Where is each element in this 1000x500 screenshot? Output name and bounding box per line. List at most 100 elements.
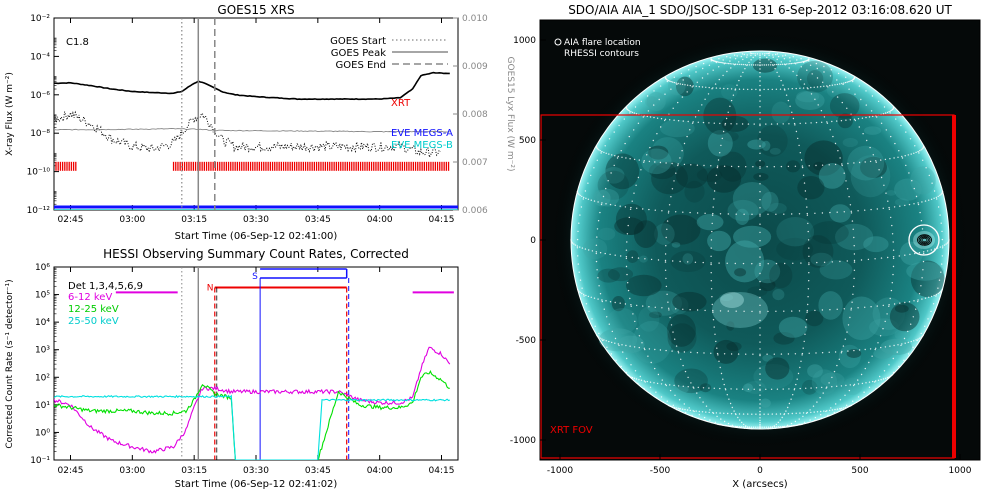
sun-grid-dot — [759, 426, 761, 429]
sun-texture-blob — [721, 115, 749, 132]
sun-texture-blob — [607, 308, 638, 334]
sun-grid-dot — [611, 330, 613, 333]
sun-grid-dot — [901, 157, 904, 159]
sun-grid-dot — [626, 357, 628, 360]
sun-grid-dot — [914, 252, 916, 255]
sun-grid-dot — [683, 163, 686, 166]
sun-grid-dot — [719, 61, 721, 64]
sun-grid-dot — [748, 426, 751, 428]
sun-grid-dot — [659, 161, 662, 164]
sun-grid-dot — [759, 353, 761, 355]
sun-grid-dot — [860, 373, 863, 376]
sun-grid-dot — [816, 411, 819, 413]
sun-grid-dot — [759, 213, 761, 215]
sun-grid-dot — [866, 139, 868, 142]
sun-grid-dot — [877, 379, 880, 381]
hessi-xtick-label: 03:45 — [305, 466, 331, 476]
sun-grid-dot — [788, 123, 790, 125]
sun-grid-dot — [744, 63, 746, 66]
aia-title: SDO/AIA AIA_1 SDO/JSOC-SDP 131 6-Sep-201… — [568, 3, 952, 17]
sun-grid-dot — [610, 353, 613, 355]
sun-grid-dot — [830, 407, 832, 409]
sun-grid-dot — [614, 342, 616, 344]
sun-grid-dot — [759, 191, 761, 193]
sun-grid-dot — [727, 62, 730, 65]
sun-grid-dot — [608, 340, 610, 343]
sun-grid-dot — [844, 406, 847, 409]
sun-active-region-core — [720, 292, 744, 308]
sun-grid-dot — [899, 205, 901, 207]
sun-grid-dot — [697, 110, 700, 112]
sun-grid-dot — [792, 56, 794, 58]
sun-grid-dot — [763, 88, 765, 91]
sun-grid-dot — [799, 366, 801, 369]
sun-grid-dot — [820, 110, 823, 112]
sun-grid-dot — [724, 62, 727, 64]
sun-grid-dot — [752, 353, 754, 355]
sun-grid-dot — [703, 164, 705, 167]
sun-grid-dot — [895, 118, 897, 120]
aia-xlabel: X (arcsecs) — [732, 479, 788, 490]
sun-grid-dot — [585, 197, 587, 199]
sun-grid-dot — [801, 166, 804, 169]
sun-grid-dot — [823, 116, 826, 118]
sun-grid-dot — [719, 412, 721, 414]
sun-grid-dot — [690, 382, 692, 384]
sun-grid-dot — [677, 352, 680, 354]
sun-grid-dot — [935, 295, 937, 297]
sun-grid-dot — [853, 261, 856, 263]
sun-grid-dot — [726, 56, 728, 58]
sun-grid-dot — [635, 378, 638, 380]
sun-grid-dot — [634, 106, 637, 108]
sun-grid-dot — [886, 111, 889, 114]
sun-texture-blob — [894, 304, 909, 313]
sun-grid-dot — [864, 348, 866, 351]
sun-grid-dot — [943, 244, 946, 246]
sun-grid-dot — [716, 347, 718, 349]
sun-texture-blob — [660, 119, 695, 138]
sun-grid-dot — [694, 116, 697, 118]
sun-grid-dot — [647, 110, 650, 112]
sun-grid-dot — [931, 182, 933, 184]
sun-grid-dot — [642, 116, 644, 118]
sun-grid-dot — [626, 233, 629, 235]
sun-texture-blob — [894, 329, 911, 341]
sun-grid-dot — [842, 345, 845, 347]
sun-grid-dot — [813, 411, 815, 413]
sun-grid-dot — [776, 71, 778, 74]
sun-grid-dot — [864, 306, 866, 308]
sun-grid-dot — [793, 122, 796, 125]
sun-grid-dot — [920, 149, 922, 151]
sun-grid-dot — [614, 254, 616, 256]
sun-grid-dot — [759, 399, 761, 401]
sun-grid-dot — [660, 126, 662, 128]
sun-grid-dot — [708, 122, 710, 124]
sun-grid-dot — [571, 242, 574, 244]
sun-grid-dot — [939, 214, 941, 216]
sun-grid-dot — [654, 209, 656, 211]
sun-grid-dot — [802, 412, 805, 414]
sun-grid-dot — [632, 313, 634, 315]
sun-grid-dot — [869, 348, 872, 350]
sun-grid-dot — [702, 62, 705, 65]
sun-grid-dot — [731, 63, 733, 65]
sun-grid-dot — [628, 110, 631, 112]
sun-grid-dot — [672, 107, 674, 110]
sun-grid-dot — [751, 88, 753, 91]
sun-grid-dot — [849, 384, 851, 386]
sun-grid-dot — [810, 387, 812, 389]
sun-grid-dot — [755, 64, 757, 66]
sun-texture-blob — [797, 60, 833, 93]
aia-image — [540, 32, 968, 459]
sun-grid-dot — [863, 391, 865, 393]
sun-grid-dot — [784, 262, 786, 265]
sun-grid-dot — [638, 335, 641, 337]
sun-grid-dot — [907, 341, 909, 344]
sun-grid-dot — [603, 339, 605, 341]
sun-grid-dot — [877, 100, 880, 103]
sun-grid-dot — [577, 263, 579, 265]
sun-grid-dot — [922, 159, 924, 161]
sun-grid-dot — [793, 62, 796, 64]
goes-plot-frame — [53, 17, 459, 211]
sun-texture-blob — [910, 260, 945, 298]
